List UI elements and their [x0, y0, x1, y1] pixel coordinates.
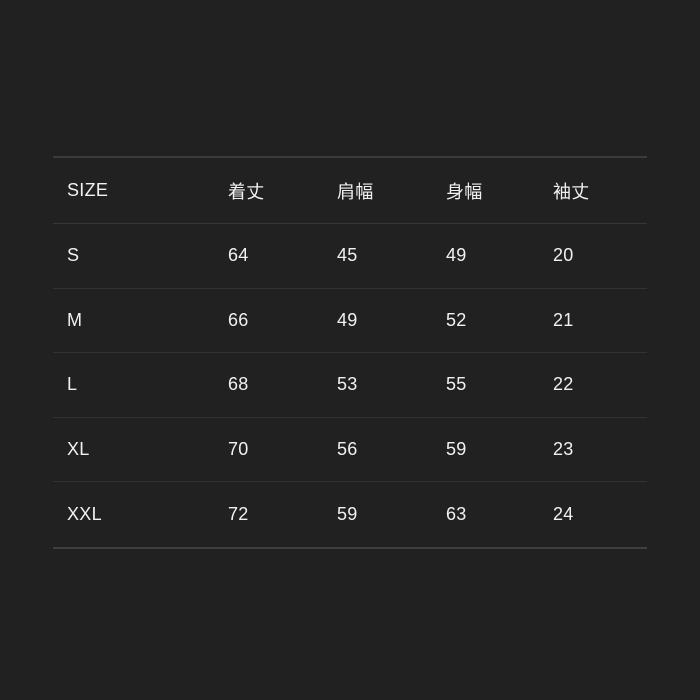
value-cell: 53 — [337, 374, 358, 395]
header-cell-length: 着丈 — [228, 181, 265, 202]
value-cell: 70 — [228, 438, 249, 459]
row-label: XL — [67, 438, 90, 459]
row-label: M — [67, 309, 83, 330]
table-row-xxl: XXL 72 59 63 24 — [53, 482, 647, 547]
table-row-m: M 66 49 52 21 — [53, 289, 647, 353]
table-row-l: L 68 53 55 22 — [53, 353, 647, 418]
value-cell: 49 — [337, 309, 358, 330]
size-chart-table: SIZE 着丈 肩幅 身幅 袖丈 S 64 45 49 20 M 66 49 5… — [53, 156, 647, 549]
value-cell: 22 — [553, 374, 574, 395]
size-chart-header-row: SIZE 着丈 肩幅 身幅 袖丈 — [53, 158, 647, 224]
value-cell: 56 — [337, 438, 358, 459]
value-cell: 45 — [337, 245, 358, 266]
row-label: S — [67, 245, 80, 266]
row-label: L — [67, 374, 78, 395]
value-cell: 59 — [446, 438, 467, 459]
value-cell: 49 — [446, 245, 467, 266]
value-cell: 63 — [446, 503, 467, 524]
row-label: XXL — [67, 503, 102, 524]
value-cell: 72 — [228, 503, 249, 524]
header-cell-size: SIZE — [67, 180, 109, 200]
table-row-s: S 64 45 49 20 — [53, 224, 647, 289]
value-cell: 64 — [228, 245, 249, 266]
value-cell: 52 — [446, 309, 467, 330]
table-row-xl: XL 70 56 59 23 — [53, 418, 647, 482]
header-cell-width: 身幅 — [446, 181, 483, 202]
value-cell: 20 — [553, 245, 574, 266]
value-cell: 68 — [228, 374, 249, 395]
value-cell: 66 — [228, 309, 249, 330]
value-cell: 55 — [446, 374, 467, 395]
value-cell: 59 — [337, 503, 358, 524]
value-cell: 24 — [553, 503, 574, 524]
header-cell-sleeve: 袖丈 — [553, 181, 590, 202]
value-cell: 23 — [553, 438, 574, 459]
value-cell: 21 — [553, 309, 574, 330]
header-cell-shoulder: 肩幅 — [337, 181, 374, 202]
